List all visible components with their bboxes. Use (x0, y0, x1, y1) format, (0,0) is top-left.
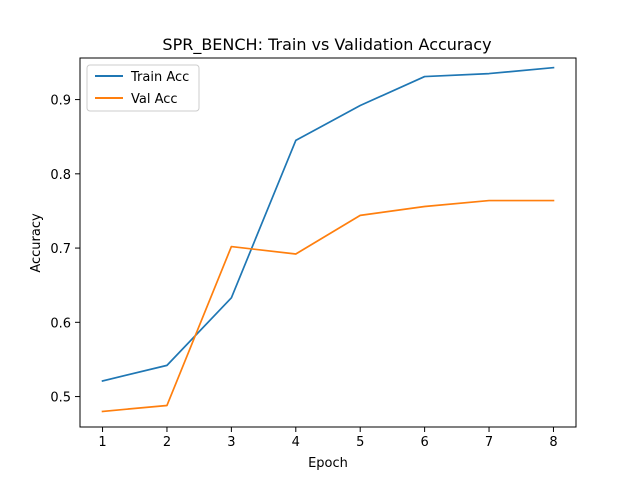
legend-label-train-acc: Train Acc (130, 70, 189, 85)
y-tick-label: 0.5 (50, 391, 71, 406)
x-tick-label: 6 (420, 435, 428, 450)
y-tick-label: 0.9 (50, 94, 71, 109)
x-tick-label: 5 (356, 435, 364, 450)
x-tick-label: 1 (98, 435, 106, 450)
legend: Train Acc Val Acc (87, 65, 199, 111)
y-tick-label: 0.8 (50, 168, 71, 183)
y-tick-label: 0.6 (50, 316, 71, 331)
x-tick-label: 8 (549, 435, 557, 450)
chart-title: SPR_BENCH: Train vs Validation Accuracy (162, 35, 491, 55)
y-tick-label: 0.7 (50, 242, 71, 257)
legend-label-val-acc: Val Acc (131, 92, 178, 107)
x-axis-label: Epoch (308, 456, 348, 471)
x-tick-label: 7 (485, 435, 493, 450)
x-tick-label: 3 (227, 435, 235, 450)
x-tick-label: 2 (163, 435, 171, 450)
y-axis-label: Accuracy (29, 213, 44, 273)
x-tick-label: 4 (292, 435, 300, 450)
